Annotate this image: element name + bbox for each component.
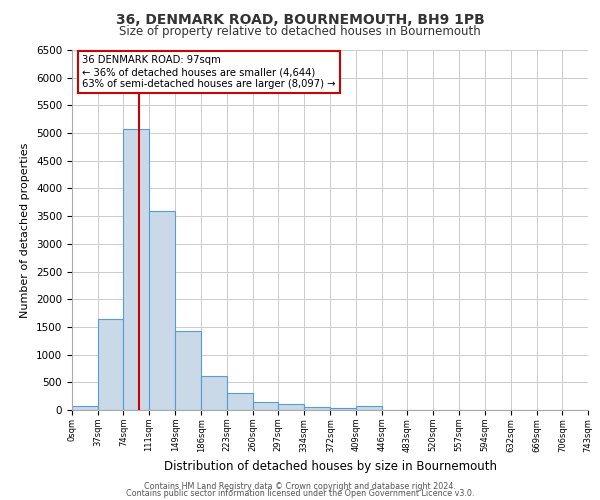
Bar — [175, 332, 201, 410]
Bar — [72, 406, 98, 410]
Text: 36, DENMARK ROAD, BOURNEMOUTH, BH9 1PB: 36, DENMARK ROAD, BOURNEMOUTH, BH9 1PB — [116, 12, 484, 26]
Bar — [331, 408, 356, 410]
Text: 36 DENMARK ROAD: 97sqm
← 36% of detached houses are smaller (4,644)
63% of semi-: 36 DENMARK ROAD: 97sqm ← 36% of detached… — [82, 56, 336, 88]
Bar — [149, 210, 175, 410]
Bar — [124, 128, 149, 410]
Text: Contains HM Land Registry data © Crown copyright and database right 2024.: Contains HM Land Registry data © Crown c… — [144, 482, 456, 491]
Text: Size of property relative to detached houses in Bournemouth: Size of property relative to detached ho… — [119, 25, 481, 38]
Bar — [227, 394, 253, 410]
Bar — [278, 404, 304, 410]
Bar — [304, 406, 331, 410]
Bar — [98, 318, 124, 410]
Text: Contains public sector information licensed under the Open Government Licence v3: Contains public sector information licen… — [126, 489, 474, 498]
Bar — [253, 402, 278, 410]
Y-axis label: Number of detached properties: Number of detached properties — [20, 142, 31, 318]
X-axis label: Distribution of detached houses by size in Bournemouth: Distribution of detached houses by size … — [163, 460, 497, 473]
Bar — [356, 406, 382, 410]
Bar — [201, 376, 227, 410]
